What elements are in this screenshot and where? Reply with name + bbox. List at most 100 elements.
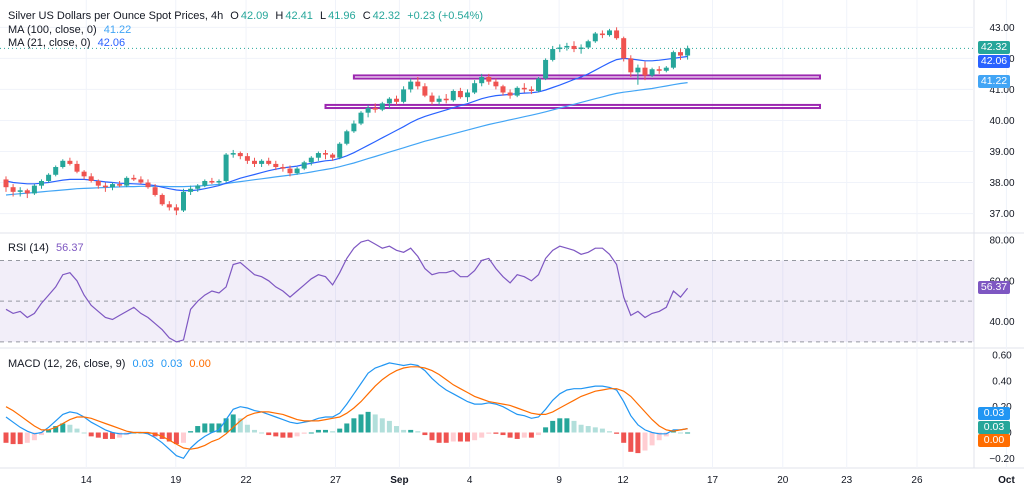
candle-body xyxy=(10,187,16,192)
low-label: L xyxy=(319,10,327,22)
candle-body xyxy=(507,92,513,96)
candle-body xyxy=(571,45,577,50)
macd-histogram-bar xyxy=(528,432,534,438)
ma21-label: MA (21, close, 0) xyxy=(8,37,91,49)
x-tick-label: 20 xyxy=(777,475,789,486)
macd-histogram-bar xyxy=(557,418,563,433)
candle-body xyxy=(102,185,108,188)
candle-body xyxy=(195,185,201,189)
price-tick-label: 40.00 xyxy=(989,116,1014,127)
candle-body xyxy=(17,190,23,192)
candle-body xyxy=(401,89,407,102)
candle-body xyxy=(202,180,208,186)
macd-histogram-bar xyxy=(230,414,236,433)
candle-body xyxy=(287,168,293,174)
low-value: 41.96 xyxy=(328,10,356,22)
candle-body xyxy=(607,30,612,36)
macd-histogram-bar xyxy=(536,432,541,436)
macd-signal-tag: 0.00 xyxy=(978,434,1010,447)
price-legend-line: Silver US Dollars per Ounce Spot Prices,… xyxy=(8,10,483,23)
candle-body xyxy=(585,41,591,48)
x-tick-label: 26 xyxy=(911,475,923,486)
macd-histogram-bar xyxy=(95,432,101,438)
macd-histogram-bar xyxy=(266,432,272,436)
candle-body xyxy=(443,98,449,101)
macd-histogram-bar xyxy=(10,432,16,445)
macd-histogram-bar xyxy=(81,432,87,434)
candle-body xyxy=(614,30,620,39)
macd-histogram-bar xyxy=(301,432,307,434)
candle-body xyxy=(301,162,307,169)
open-value: 42.09 xyxy=(240,10,269,22)
high-label: H xyxy=(275,10,284,22)
candle-body xyxy=(500,86,506,93)
high-value: 42.41 xyxy=(285,10,313,22)
macd-histogram-bar xyxy=(585,426,591,433)
macd-histogram-bar xyxy=(60,423,66,433)
candle-body xyxy=(24,190,30,194)
candle-body xyxy=(81,171,87,177)
ma100-value: 41.22 xyxy=(103,24,132,36)
macd-histogram-bar xyxy=(159,432,165,439)
macd-label: MACD (12, 26, close, 9) xyxy=(8,358,126,370)
price-tick-label: 43.00 xyxy=(989,23,1014,34)
macd-legend-signal: 0.03 xyxy=(160,358,183,370)
candle-body xyxy=(550,49,556,60)
macd-histogram-bar xyxy=(493,432,499,434)
macd-histogram-bar xyxy=(486,432,492,434)
macd-histogram-bar xyxy=(514,432,520,439)
macd-legend-hist: 0.00 xyxy=(189,358,211,370)
macd-line xyxy=(5,362,688,460)
candle-body xyxy=(365,108,371,113)
candle-body xyxy=(429,95,435,102)
candle-body xyxy=(95,180,101,186)
macd-tick-label: 0.40 xyxy=(992,376,1012,387)
candle-body xyxy=(493,81,499,87)
x-tick-label: 17 xyxy=(707,475,719,486)
macd-histogram-bar xyxy=(394,426,399,433)
candle-body xyxy=(358,112,364,124)
candle-body xyxy=(315,153,321,158)
macd-histogram-bar xyxy=(195,426,201,433)
candle-body xyxy=(237,153,243,157)
candle-body xyxy=(337,143,343,158)
candle-body xyxy=(110,184,115,188)
candle-body xyxy=(159,194,165,205)
macd-histogram-bar xyxy=(351,418,357,433)
macd-histogram-bar xyxy=(308,432,314,434)
candle-body xyxy=(330,154,336,158)
macd-histogram-bar xyxy=(202,423,208,433)
candle-body xyxy=(528,89,534,91)
macd-histogram-bar xyxy=(294,432,300,437)
candle-body xyxy=(678,52,683,56)
macd-histogram-bar xyxy=(110,432,115,439)
macd-histogram-bar xyxy=(39,432,44,436)
ma100-legend: MA (100, close, 0) 41.22 xyxy=(8,24,131,37)
rsi-tick-label: 40.00 xyxy=(989,317,1014,328)
price-tick-label: 37.00 xyxy=(989,209,1014,220)
macd-histogram-bar xyxy=(642,432,648,451)
candle-body xyxy=(216,180,222,183)
candle-body xyxy=(67,160,73,164)
macd-histogram-bar xyxy=(656,432,662,441)
macd-histogram-bar xyxy=(436,432,442,443)
macd-histogram-bar xyxy=(472,432,478,441)
macd-histogram-bar xyxy=(386,420,392,433)
macd-hist-tag: 0.03 xyxy=(978,421,1010,434)
macd-histogram-bar xyxy=(415,431,421,433)
rsi-tick-label: 80.00 xyxy=(989,236,1014,247)
x-tick-label: 9 xyxy=(556,475,562,486)
ma21-line xyxy=(5,55,688,192)
candle-body xyxy=(408,81,414,90)
candle-body xyxy=(259,160,265,164)
macd-histogram-bar xyxy=(74,428,80,433)
macd-histogram-bar xyxy=(24,432,30,443)
macd-histogram-bar xyxy=(323,429,328,433)
macd-histogram-bar xyxy=(46,429,52,433)
macd-histogram-bar xyxy=(621,432,627,443)
candle-body xyxy=(74,163,80,172)
x-tick-label: Oct xyxy=(998,475,1015,486)
candle-body xyxy=(649,69,655,76)
candle-body xyxy=(294,168,300,174)
